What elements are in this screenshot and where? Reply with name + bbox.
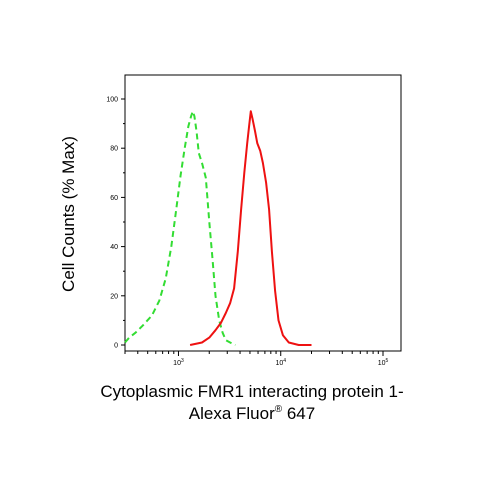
x-axis-title-line2-text: Alexa Fluor: [189, 404, 275, 423]
y-tick-label: 100: [106, 97, 118, 104]
series-line-1: [189, 110, 312, 346]
x-axis-title-line2-tail: 647: [282, 404, 315, 423]
series-line-0: [124, 110, 236, 346]
x-tick-label: 105: [378, 358, 389, 367]
x-axis-title-line1: Cytoplasmic FMR1 interacting protein 1-: [100, 382, 403, 401]
x-tick-label: 103: [173, 358, 184, 367]
y-tick-label: 20: [110, 293, 118, 300]
x-axis-title-superscript: ®: [275, 404, 283, 415]
series-layer: [124, 110, 312, 346]
plot-frame: [124, 74, 402, 352]
y-axis-title: Cell Counts (% Max): [59, 136, 78, 292]
y-tick-label: 60: [110, 195, 118, 202]
y-axis-ticks: 0 20 40 60 80 100: [106, 97, 125, 350]
y-tick-label: 80: [110, 146, 118, 153]
x-tick-label: 104: [275, 358, 286, 367]
x-axis-ticks: 103 104 105: [124, 351, 389, 367]
x-axis-title-line2: Alexa Fluor® 647: [189, 404, 315, 423]
y-tick-label: 40: [110, 244, 118, 251]
y-tick-label: 0: [114, 343, 118, 350]
